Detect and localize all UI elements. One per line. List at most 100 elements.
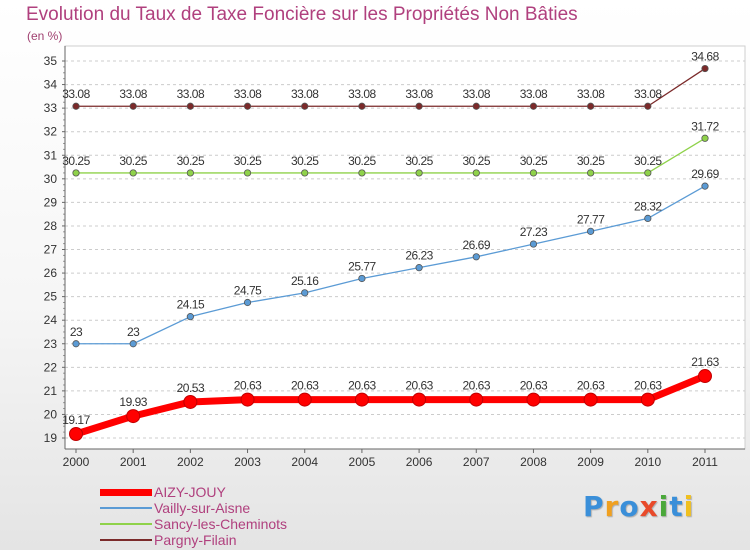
data-point-aizy-jouy bbox=[354, 392, 369, 407]
y-tick-label: 31 bbox=[44, 148, 58, 162]
legend-swatch bbox=[100, 507, 152, 509]
y-tick-label: 29 bbox=[44, 195, 58, 209]
data-label-aizy-jouy: 20.63 bbox=[234, 379, 262, 393]
x-tick-label: 2005 bbox=[349, 455, 376, 469]
data-point-sancy-les-cheminots bbox=[186, 169, 194, 177]
x-tick-label: 2007 bbox=[463, 455, 490, 469]
data-point-aizy-jouy bbox=[526, 392, 541, 407]
data-point-aizy-jouy bbox=[183, 394, 198, 409]
y-tick-label: 22 bbox=[44, 360, 58, 374]
data-label-pargny-filain: 33.08 bbox=[463, 87, 491, 101]
data-point-pargny-filain bbox=[529, 102, 538, 110]
data-label-aizy-jouy: 20.63 bbox=[520, 379, 548, 393]
data-label-pargny-filain: 33.08 bbox=[62, 87, 90, 101]
data-label-sancy-les-cheminots: 30.25 bbox=[405, 154, 433, 168]
data-label-vailly-sur-aisne: 23 bbox=[70, 325, 83, 339]
data-label-aizy-jouy: 21.63 bbox=[691, 355, 719, 369]
x-tick-label: 2004 bbox=[291, 455, 318, 469]
data-point-aizy-jouy bbox=[583, 392, 598, 407]
data-point-vailly-sur-aisne bbox=[301, 289, 309, 297]
data-point-aizy-jouy bbox=[240, 392, 255, 407]
data-point-vailly-sur-aisne bbox=[644, 214, 652, 222]
data-point-pargny-filain bbox=[129, 102, 137, 110]
y-tick-label: 34 bbox=[44, 78, 58, 92]
data-point-pargny-filain bbox=[72, 102, 80, 110]
legend-swatch bbox=[100, 539, 152, 541]
data-label-sancy-les-cheminots: 30.25 bbox=[234, 154, 262, 168]
data-point-sancy-les-cheminots bbox=[72, 169, 80, 177]
y-tick-label: 25 bbox=[44, 290, 58, 304]
data-point-sancy-les-cheminots bbox=[301, 169, 309, 177]
chart-title: Evolution du Taux de Taxe Foncière sur l… bbox=[26, 4, 578, 25]
data-point-aizy-jouy bbox=[297, 392, 312, 407]
data-label-aizy-jouy: 19.93 bbox=[119, 395, 147, 409]
legend-label: Pargny-Filain bbox=[154, 532, 237, 548]
data-point-aizy-jouy bbox=[412, 392, 427, 407]
data-label-pargny-filain: 33.08 bbox=[119, 87, 147, 101]
data-label-aizy-jouy: 20.63 bbox=[634, 379, 662, 393]
data-label-pargny-filain: 33.08 bbox=[348, 87, 376, 101]
x-tick-label: 2000 bbox=[63, 455, 90, 469]
data-label-vailly-sur-aisne: 24.15 bbox=[177, 298, 205, 312]
data-label-sancy-les-cheminots: 30.25 bbox=[463, 154, 491, 168]
data-point-sancy-les-cheminots bbox=[701, 134, 709, 142]
data-point-vailly-sur-aisne bbox=[129, 340, 137, 348]
data-point-vailly-sur-aisne bbox=[243, 298, 252, 307]
y-tick-label: 28 bbox=[44, 219, 58, 233]
data-label-sancy-les-cheminots: 30.25 bbox=[577, 154, 605, 168]
data-label-pargny-filain: 33.08 bbox=[234, 87, 262, 101]
legend-item-sancy-les-cheminots: Sancy-les-Cheminots bbox=[100, 516, 287, 532]
legend-swatch bbox=[100, 523, 152, 525]
data-label-sancy-les-cheminots: 30.25 bbox=[520, 154, 548, 168]
data-point-pargny-filain bbox=[186, 102, 194, 110]
data-point-sancy-les-cheminots bbox=[243, 169, 252, 177]
data-point-pargny-filain bbox=[701, 64, 709, 73]
data-point-pargny-filain bbox=[644, 102, 652, 110]
data-label-pargny-filain: 33.08 bbox=[520, 87, 548, 101]
data-point-aizy-jouy bbox=[69, 426, 83, 441]
y-tick-label: 35 bbox=[44, 54, 58, 68]
data-label-aizy-jouy: 20.63 bbox=[463, 379, 491, 393]
y-tick-label: 20 bbox=[44, 407, 58, 421]
data-label-aizy-jouy: 20.53 bbox=[177, 381, 205, 395]
data-point-sancy-les-cheminots bbox=[529, 169, 538, 177]
x-tick-label: 2010 bbox=[634, 455, 661, 469]
data-label-vailly-sur-aisne: 25.16 bbox=[291, 274, 319, 288]
data-point-sancy-les-cheminots bbox=[472, 169, 480, 177]
y-tick-label: 23 bbox=[44, 337, 58, 351]
data-point-vailly-sur-aisne bbox=[529, 240, 538, 248]
legend-item-vailly-sur-aisne: Vailly-sur-Aisne bbox=[100, 500, 287, 516]
legend-item-aizy-jouy: AIZY-JOUY bbox=[100, 484, 287, 500]
y-tick-label: 21 bbox=[44, 384, 58, 398]
plot-area bbox=[64, 45, 746, 450]
data-label-vailly-sur-aisne: 27.77 bbox=[577, 212, 605, 226]
data-label-sancy-les-cheminots: 30.25 bbox=[119, 154, 147, 168]
data-point-pargny-filain bbox=[472, 102, 480, 110]
data-point-aizy-jouy bbox=[698, 369, 712, 384]
data-point-vailly-sur-aisne bbox=[415, 264, 423, 272]
legend-label: AIZY-JOUY bbox=[154, 484, 226, 500]
legend: AIZY-JOUY Vailly-sur-Aisne Sancy-les-Chemi… bbox=[100, 484, 287, 548]
legend-label: Sancy-les-Cheminots bbox=[154, 516, 288, 532]
data-label-sancy-les-cheminots: 30.25 bbox=[177, 154, 205, 168]
data-label-pargny-filain: 34.68 bbox=[691, 50, 719, 64]
data-point-aizy-jouy bbox=[469, 392, 484, 407]
data-label-aizy-jouy: 20.63 bbox=[405, 379, 433, 393]
data-label-vailly-sur-aisne: 29.69 bbox=[691, 167, 719, 181]
data-label-pargny-filain: 33.08 bbox=[177, 87, 205, 101]
data-point-pargny-filain bbox=[358, 102, 366, 110]
data-label-sancy-les-cheminots: 31.72 bbox=[691, 119, 719, 133]
legend-swatch bbox=[100, 488, 152, 496]
data-label-pargny-filain: 33.08 bbox=[405, 87, 433, 101]
data-point-vailly-sur-aisne bbox=[358, 274, 366, 283]
data-label-vailly-sur-aisne: 28.32 bbox=[634, 199, 662, 213]
data-point-sancy-les-cheminots bbox=[644, 169, 652, 177]
data-label-vailly-sur-aisne: 27.23 bbox=[520, 225, 548, 239]
data-point-vailly-sur-aisne bbox=[701, 182, 709, 190]
y-tick-label: 33 bbox=[44, 101, 58, 115]
data-point-pargny-filain bbox=[415, 102, 423, 110]
data-label-aizy-jouy: 19.17 bbox=[62, 413, 90, 427]
data-label-pargny-filain: 33.08 bbox=[291, 87, 319, 101]
data-point-vailly-sur-aisne bbox=[186, 313, 194, 321]
